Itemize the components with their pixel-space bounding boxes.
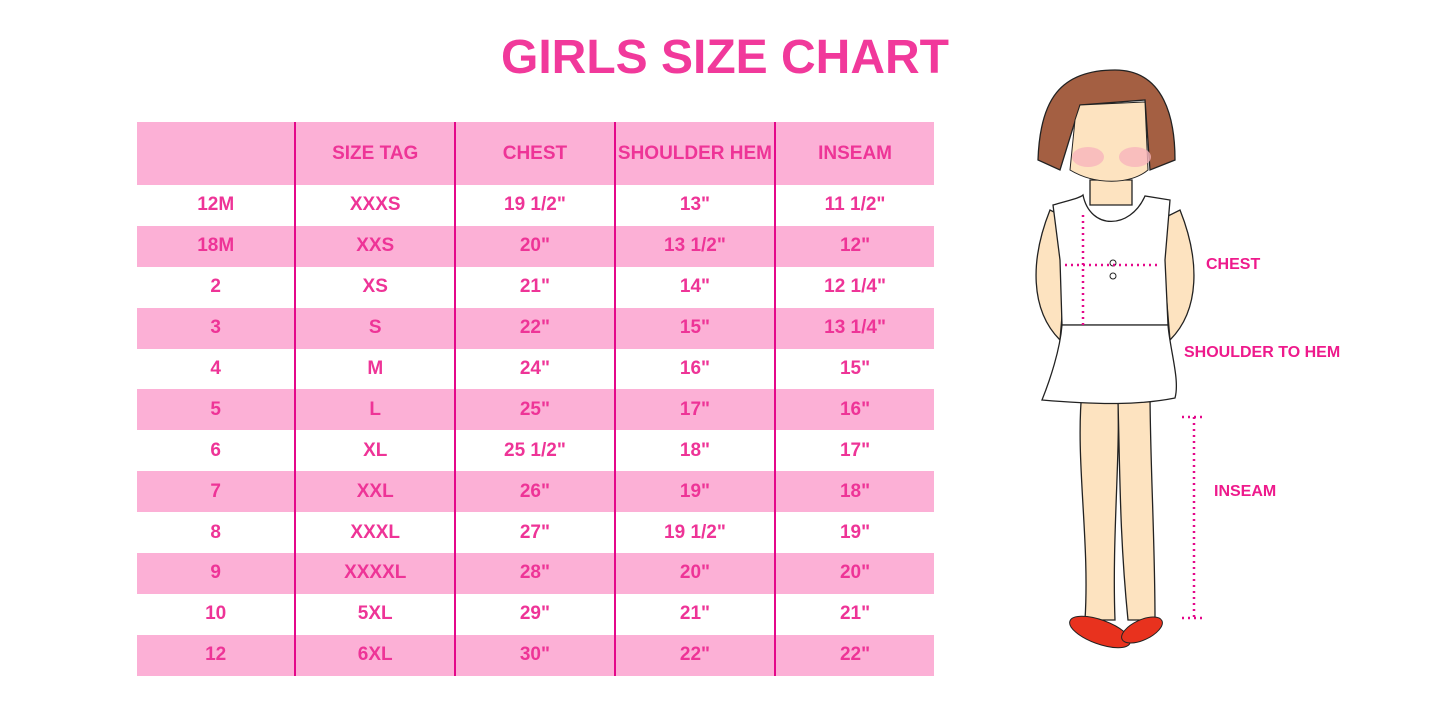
cell-shoulder-hem: 19" [613, 471, 776, 513]
cell-shoulder-hem: 17" [613, 389, 776, 431]
cell-chest: 21" [454, 266, 615, 308]
cell-size-tag: XXXS [294, 185, 456, 226]
table-row: 4 M 24" 16" 15" [137, 348, 934, 390]
cell-size-tag: XXS [294, 225, 456, 267]
cell-size: 12M [137, 185, 296, 226]
page-title: GIRLS SIZE CHART [500, 31, 949, 84]
header-shoulder-hem: SHOULDER HEM [613, 122, 776, 185]
cell-size: 12 [137, 634, 296, 676]
table-row: 12M XXXS 19 1/2" 13" 11 1/2" [137, 185, 934, 226]
cell-chest: 19 1/2" [454, 185, 615, 226]
table-row: 10 5XL 29" 21" 21" [137, 593, 934, 635]
table-row: 12 6XL 30" 22" 22" [137, 634, 934, 676]
cell-size: 2 [137, 266, 296, 308]
table-row: 2 XS 21" 14" 12 1/4" [137, 266, 934, 308]
girl-figure-icon [1035, 69, 1202, 649]
cell-size-tag: XL [294, 430, 456, 472]
cell-chest: 25 1/2" [454, 430, 615, 472]
table-row: 6 XL 25 1/2" 18" 17" [137, 430, 934, 472]
cell-size: 4 [137, 348, 296, 390]
cell-chest: 25" [454, 389, 615, 431]
chest-label: CHEST [1206, 256, 1261, 273]
cell-inseam: 13 1/4" [774, 307, 934, 349]
cell-size-tag: 5XL [294, 593, 456, 635]
cell-inseam: 17" [774, 430, 934, 472]
cell-size-tag: XXL [294, 471, 456, 513]
cell-chest: 22" [454, 307, 615, 349]
cell-size: 9 [137, 553, 296, 594]
cell-size: 7 [137, 471, 296, 513]
cell-chest: 26" [454, 471, 615, 513]
size-chart-table: SIZE TAG CHEST SHOULDER HEM INSEAM 12M XX… [137, 122, 934, 676]
inseam-label: INSEAM [1214, 483, 1277, 500]
cell-size-tag: XXXXL [294, 553, 456, 594]
table-row: 18M XXS 20" 13 1/2" 12" [137, 225, 934, 267]
header-inseam: INSEAM [774, 122, 934, 185]
header-size-tag: SIZE TAG [294, 122, 456, 185]
girl-illustration: CHEST SHOULDER TO HEM INSEAM [1020, 60, 1400, 670]
cell-chest: 29" [454, 593, 615, 635]
cell-inseam: 22" [774, 634, 934, 676]
cell-shoulder-hem: 20" [613, 553, 776, 594]
cell-inseam: 19" [774, 512, 934, 554]
table-row: 3 S 22" 15" 13 1/4" [137, 307, 934, 349]
table-header-row: SIZE TAG CHEST SHOULDER HEM INSEAM [137, 122, 934, 185]
cell-shoulder-hem: 13 1/2" [613, 225, 776, 267]
cell-inseam: 15" [774, 348, 934, 390]
cell-inseam: 20" [774, 553, 934, 594]
cell-chest: 30" [454, 634, 615, 676]
shoulder-to-hem-label: SHOULDER TO HEM [1184, 344, 1341, 361]
cell-shoulder-hem: 15" [613, 307, 776, 349]
cell-chest: 28" [454, 553, 615, 594]
table-row: 5 L 25" 17" 16" [137, 389, 934, 431]
table-row: 9 XXXXL 28" 20" 20" [137, 553, 934, 594]
cell-size-tag: L [294, 389, 456, 431]
cell-chest: 27" [454, 512, 615, 554]
cell-chest: 20" [454, 225, 615, 267]
cell-inseam: 12" [774, 225, 934, 267]
cell-inseam: 16" [774, 389, 934, 431]
cell-size: 6 [137, 430, 296, 472]
cell-size: 8 [137, 512, 296, 554]
cell-shoulder-hem: 21" [613, 593, 776, 635]
cell-chest: 24" [454, 348, 615, 390]
cell-shoulder-hem: 18" [613, 430, 776, 472]
cell-shoulder-hem: 14" [613, 266, 776, 308]
cell-size: 5 [137, 389, 296, 431]
cell-size: 18M [137, 225, 296, 267]
cell-size: 10 [137, 593, 296, 635]
cell-size-tag: S [294, 307, 456, 349]
cell-shoulder-hem: 13" [613, 185, 776, 226]
cell-shoulder-hem: 16" [613, 348, 776, 390]
header-size [137, 122, 296, 185]
table-row: 8 XXXL 27" 19 1/2" 19" [137, 512, 934, 554]
table-row: 7 XXL 26" 19" 18" [137, 471, 934, 513]
cell-size: 3 [137, 307, 296, 349]
cell-size-tag: XS [294, 266, 456, 308]
cell-inseam: 11 1/2" [774, 185, 934, 226]
cell-size-tag: XXXL [294, 512, 456, 554]
cell-size-tag: M [294, 348, 456, 390]
cell-inseam: 18" [774, 471, 934, 513]
cell-inseam: 12 1/4" [774, 266, 934, 308]
cell-shoulder-hem: 19 1/2" [613, 512, 776, 554]
header-chest: CHEST [454, 122, 615, 185]
cell-inseam: 21" [774, 593, 934, 635]
cell-shoulder-hem: 22" [613, 634, 776, 676]
cell-size-tag: 6XL [294, 634, 456, 676]
